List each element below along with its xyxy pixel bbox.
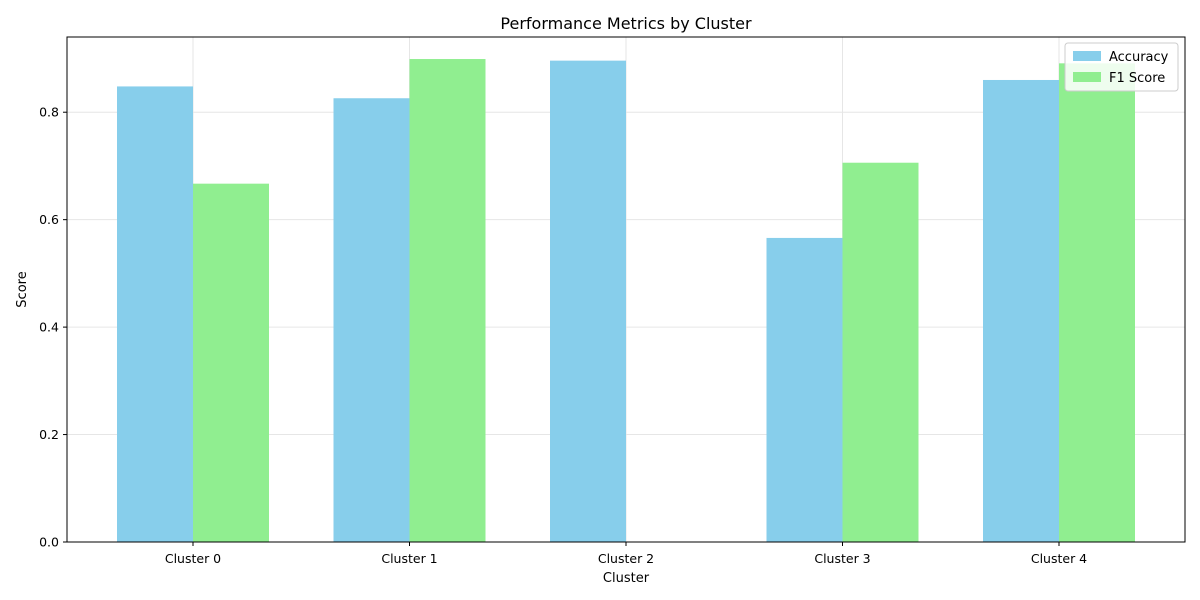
bar-accuracy-4 — [983, 79, 1059, 542]
bars — [117, 59, 1135, 543]
bar-f1-score-0 — [193, 183, 269, 542]
legend-label: F1 Score — [1109, 71, 1165, 86]
ticks: 0.0 0.2 0.4 0.6 0.8 Cluster 0 Cluster 1 Cluster… — [39, 105, 1087, 566]
x-tick-label: Cluster 2 — [598, 551, 654, 566]
y-axis-label: Score — [15, 271, 30, 307]
y-tick-label: 0.6 — [39, 212, 59, 227]
bar-accuracy-1 — [333, 98, 410, 542]
x-tick-label: Cluster 0 — [165, 551, 221, 566]
x-tick-label: Cluster 4 — [1031, 551, 1087, 566]
chart-title: Performance Metrics by Cluster — [500, 14, 752, 33]
bar-f1-score-3 — [842, 162, 919, 542]
y-tick-label: 0.2 — [39, 427, 59, 442]
legend-swatch — [1073, 51, 1101, 61]
x-axis-label: Cluster — [603, 571, 650, 586]
x-tick-label: Cluster 1 — [381, 551, 437, 566]
bar-accuracy-0 — [117, 86, 193, 542]
bar-accuracy-2 — [550, 60, 626, 542]
y-tick-label: 0.8 — [39, 105, 59, 120]
bar-f1-score-4 — [1059, 63, 1135, 543]
x-tick-label: Cluster 3 — [814, 551, 870, 566]
y-tick-label: 0.0 — [39, 535, 59, 550]
y-tick-label: 0.4 — [39, 320, 59, 335]
legend-label: Accuracy — [1109, 50, 1169, 65]
legend: Accuracy F1 Score — [1064, 42, 1179, 92]
bar-f1-score-1 — [409, 59, 486, 542]
legend-swatch — [1073, 72, 1101, 82]
bar-accuracy-3 — [766, 237, 843, 542]
